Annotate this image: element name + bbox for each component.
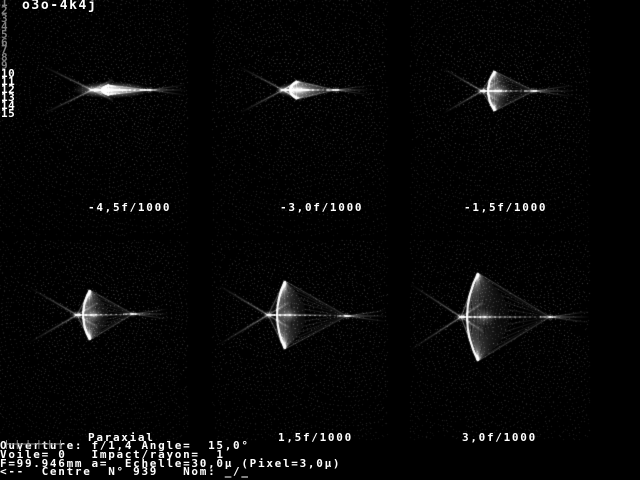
ray-index-item: 11 bbox=[1, 75, 16, 88]
ray-index-item: 6 bbox=[1, 35, 9, 49]
ray-index-item: 4 bbox=[1, 19, 9, 33]
ray-index-item: 13 bbox=[1, 90, 16, 104]
window-title: o3o-4k4j bbox=[22, 0, 98, 13]
ray-index-item: 1 bbox=[1, 0, 9, 9]
ray-index-item: 12 bbox=[1, 82, 16, 96]
ray-index-item: 14 bbox=[1, 98, 16, 112]
panel-label: -3,0f/1000 bbox=[280, 201, 364, 214]
centre-status-line: <-- Centre N° 939 Nom: _/_ bbox=[0, 465, 250, 478]
veil-status-line: Voile= 0 Impact/rayon= 1 bbox=[0, 448, 225, 461]
focal-status-line: F=99.946mm a= Echelle=30,0µ (Pixel=3,0µ) bbox=[0, 457, 342, 470]
panel-label: 1,5f/1000 bbox=[278, 431, 353, 444]
name-field[interactable]: _/_ bbox=[224, 465, 250, 478]
ray-index-item: 15 bbox=[1, 106, 16, 120]
scale-ruler bbox=[6, 435, 62, 454]
ray-index-item: 10 bbox=[1, 67, 16, 81]
ray-index-item: 2 bbox=[1, 3, 9, 17]
ray-index-item: 8 bbox=[1, 51, 9, 65]
ray-index-item: 5 bbox=[1, 27, 9, 41]
panel-label: -4,5f/1000 bbox=[88, 201, 172, 214]
ray-index-item: 3 bbox=[1, 11, 9, 25]
ray-index-item: 7 bbox=[1, 43, 9, 57]
panel-label: -1,5f/1000 bbox=[464, 201, 548, 214]
ray-index-item: 9 bbox=[1, 59, 9, 73]
centre-status-prefix: <-- Centre N° 939 Nom: bbox=[0, 465, 225, 478]
aperture-status-line: Ouverture: f/1,4 Angle= 15,0° bbox=[0, 439, 250, 452]
panel-label: 3,0f/1000 bbox=[462, 431, 537, 444]
panel-label: Paraxial bbox=[88, 431, 155, 444]
